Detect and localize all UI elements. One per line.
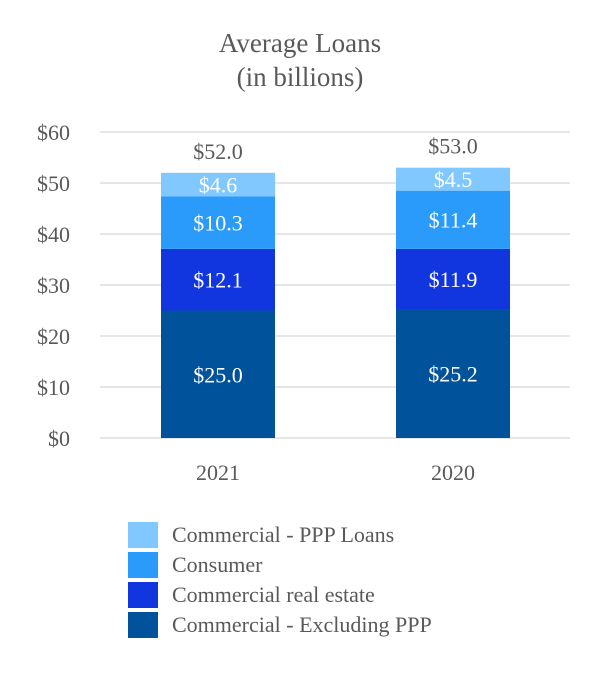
total-label: $53.0 bbox=[428, 134, 478, 159]
bar-segment bbox=[396, 190, 510, 249]
data-label: $11.4 bbox=[429, 208, 478, 233]
legend-swatch bbox=[128, 552, 158, 578]
y-tick-label: $30 bbox=[37, 273, 70, 298]
legend-swatch bbox=[128, 582, 158, 608]
data-label: $10.3 bbox=[193, 211, 243, 236]
data-label: $4.6 bbox=[199, 173, 238, 198]
chart-title: Average Loans bbox=[218, 28, 382, 58]
y-tick-label: $40 bbox=[37, 222, 70, 247]
data-label: $4.5 bbox=[434, 167, 473, 192]
legend-label: Commercial - Excluding PPP bbox=[172, 612, 432, 637]
legend-swatch bbox=[128, 612, 158, 638]
bar-segment bbox=[396, 248, 510, 310]
legend: Commercial - PPP Loans Consumer Commercial… bbox=[128, 520, 432, 640]
bar-segment bbox=[161, 196, 275, 249]
y-tick-label: $60 bbox=[37, 120, 70, 145]
data-label: $12.1 bbox=[193, 268, 243, 293]
bar-segment bbox=[161, 172, 275, 197]
bar-segment bbox=[396, 167, 510, 191]
data-label: $11.9 bbox=[429, 267, 478, 292]
legend-label: Commercial real estate bbox=[172, 582, 375, 607]
y-tick-label: $0 bbox=[48, 426, 70, 451]
legend-label: Consumer bbox=[172, 552, 263, 577]
x-tick-label: 2021 bbox=[196, 460, 240, 485]
chart-subtitle: (in billions) bbox=[236, 62, 364, 92]
y-tick-label: $10 bbox=[37, 375, 70, 400]
total-label: $52.0 bbox=[193, 139, 243, 164]
bar-segment bbox=[161, 248, 275, 311]
data-label: $25.2 bbox=[428, 362, 478, 387]
legend-item: Commercial - Excluding PPP bbox=[128, 610, 432, 640]
bar-segment bbox=[161, 310, 275, 438]
legend-label: Commercial - PPP Loans bbox=[172, 522, 395, 547]
legend-item: Commercial real estate bbox=[128, 580, 432, 610]
legend-swatch bbox=[128, 522, 158, 548]
legend-item: Commercial - PPP Loans bbox=[128, 520, 432, 550]
data-label: $25.0 bbox=[193, 362, 243, 387]
y-tick-label: $50 bbox=[37, 171, 70, 196]
legend-item: Consumer bbox=[128, 550, 432, 580]
x-tick-label: 2020 bbox=[431, 460, 475, 485]
plot-area: $0 $10 $20 $30 $40 $50 $60 $25.0 $12.1 $10.3 $4.6 $… bbox=[37, 120, 570, 485]
bar-segment bbox=[396, 309, 510, 438]
y-tick-label: $20 bbox=[37, 324, 70, 349]
